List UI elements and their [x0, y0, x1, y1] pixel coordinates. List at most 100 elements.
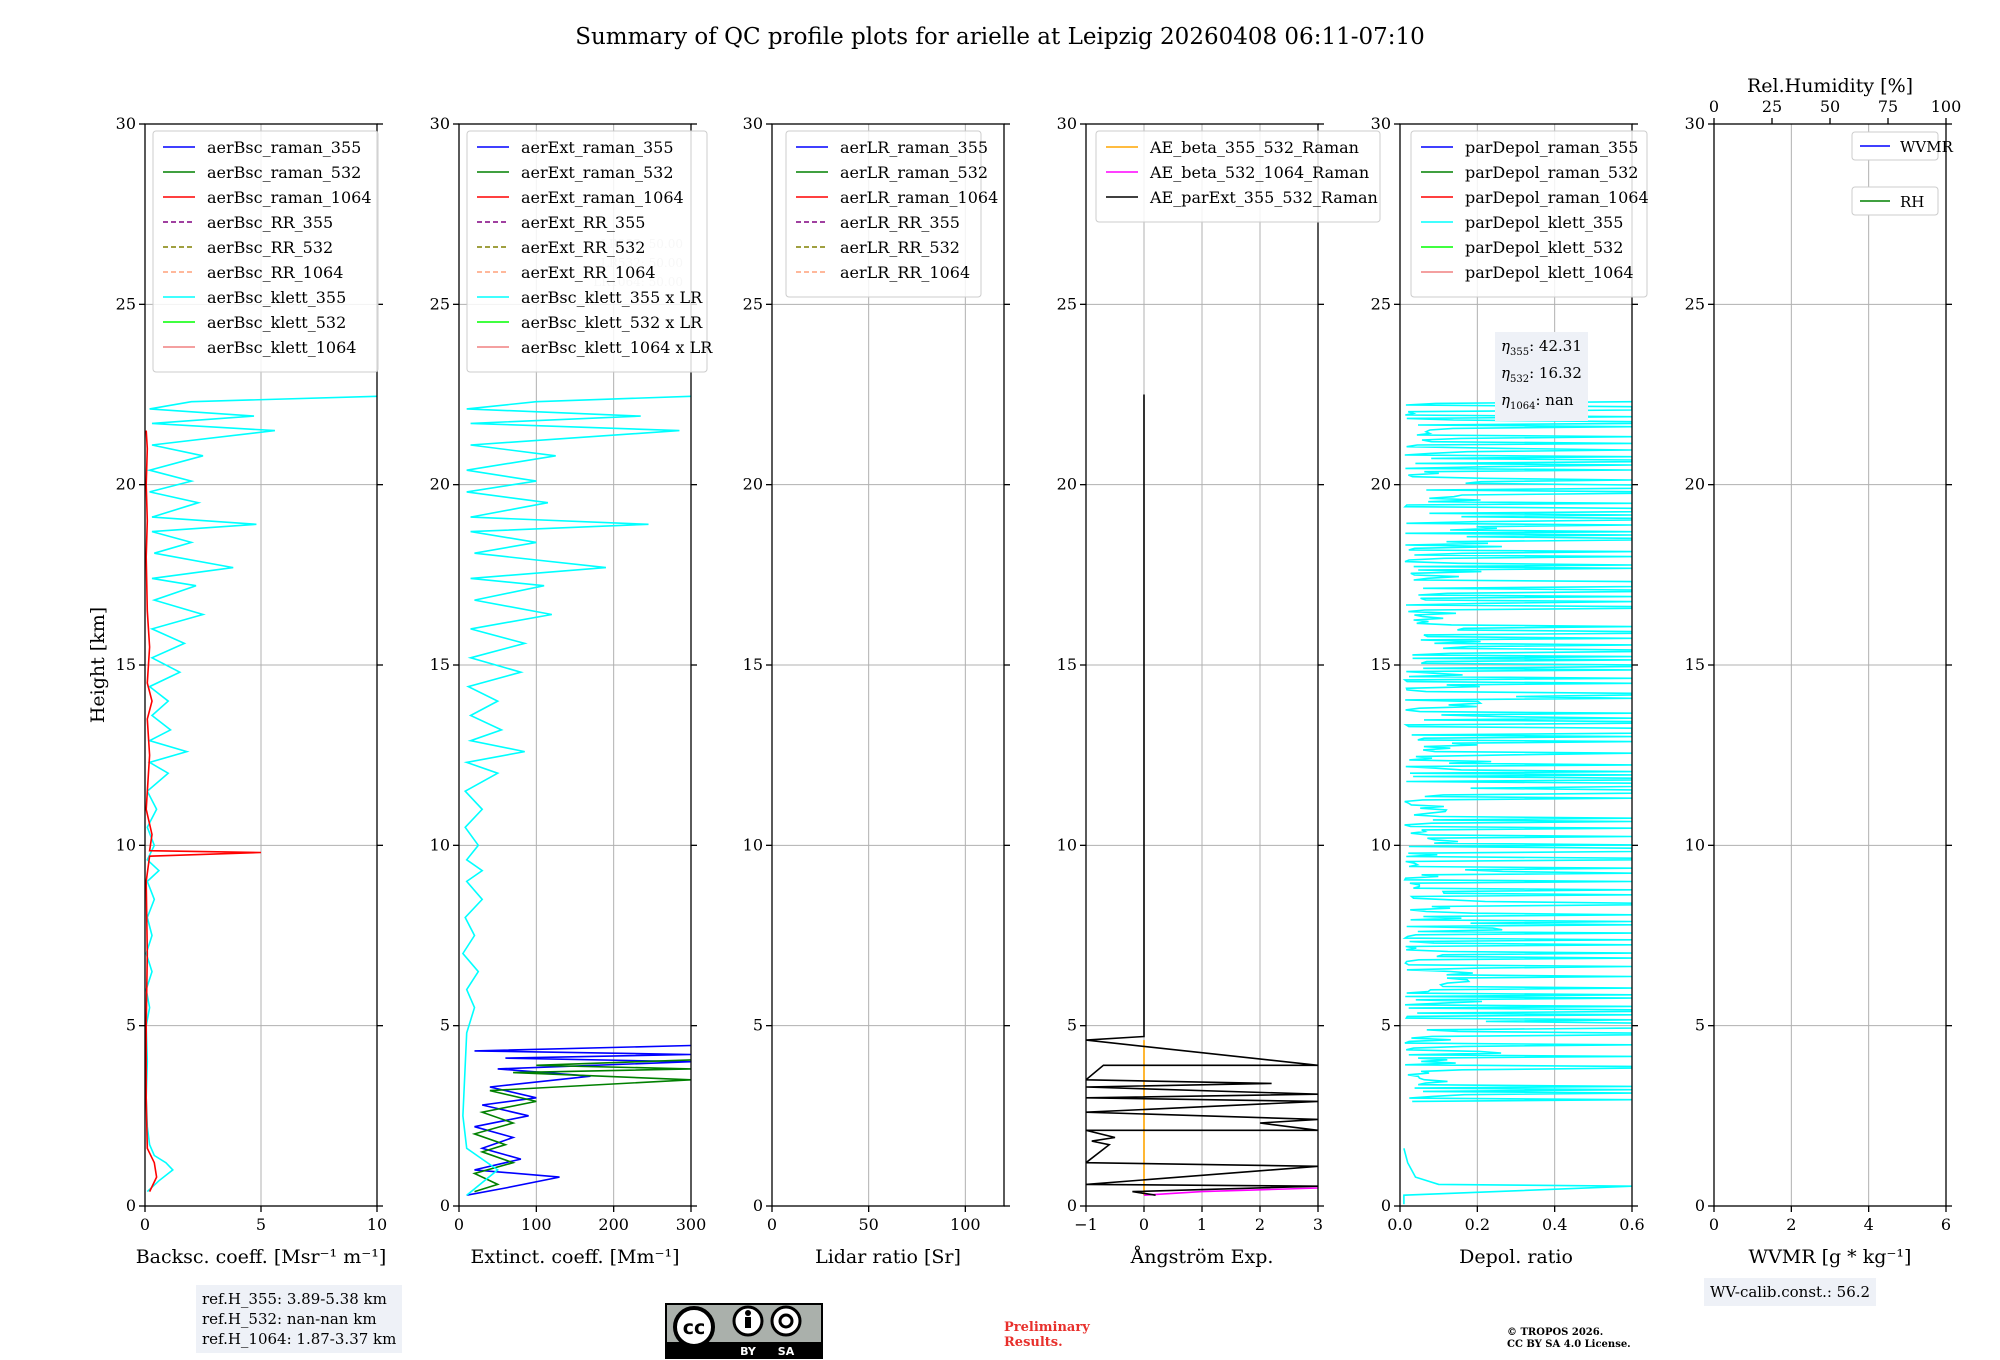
y-tick-label-depol: 20 [1371, 475, 1391, 494]
panel-depol: 0.0 0.2 0.4 0.6 0 5 10 15 20 25 30 Depol. ratio parD… [1371, 114, 1649, 1268]
wv-calibration-box: WV-calib.const.: 56.2 [1704, 1278, 1877, 1306]
legend-label-AE_beta_532_1064_Raman: AE_beta_532_1064_Raman [1149, 163, 1369, 182]
x-tick-label-ext: 200 [598, 1215, 629, 1234]
legend-label-aerLR_raman_355: aerLR_raman_355 [840, 138, 988, 157]
legend-label-aerBsc_klett_355: aerBsc_klett_355 [207, 288, 346, 307]
top-axis-label-wv: Rel.Humidity [%] [1747, 75, 1913, 97]
legend-label-aerLR_raman_532: aerLR_raman_532 [840, 163, 988, 182]
eta-box: η355: 42.31 η532: 16.32 η1064: nan [1495, 332, 1588, 421]
wv-calibration-text: WV-calib.const.: 56.2 [1710, 1283, 1871, 1301]
y-tick-label-wv: 5 [1695, 1016, 1705, 1035]
x-tick-label-wv: 0 [1709, 1215, 1719, 1234]
legend-label-aerBsc_raman_1064: aerBsc_raman_1064 [207, 188, 372, 207]
legend-label-RH: RH [1900, 193, 1924, 211]
x-tick-label-bsc: 5 [256, 1215, 266, 1234]
x-axis-label-lr: Lidar ratio [Sr] [815, 1246, 961, 1268]
x-tick-label-lr: 50 [858, 1215, 878, 1234]
legend-label-parDepol_raman_355: parDepol_raman_355 [1465, 138, 1638, 157]
top-tick-label-wv: 25 [1762, 97, 1782, 116]
preliminary-line-1: Preliminary [1004, 1320, 1090, 1335]
legend-label-parDepol_raman_532: parDepol_raman_532 [1465, 163, 1638, 182]
legend-label-aerBsc_klett_532 x LR: aerBsc_klett_532 x LR [521, 313, 703, 332]
legend-box-wv [1851, 131, 1939, 161]
x-tick-label-wv: 4 [1864, 1215, 1874, 1234]
panel-ext: 0 100 200 300 0 5 10 15 20 25 30 Extinct. coeff. [M… [430, 114, 714, 1268]
figure-title: Summary of QC profile plots for arielle … [575, 24, 1425, 50]
x-axis-label-wv: WVMR [g * kg⁻¹] [1749, 1246, 1912, 1268]
legend-box-depol [1410, 130, 1648, 298]
legend-label-aerBsc_raman_355: aerBsc_raman_355 [207, 138, 361, 157]
copyright-line-1: © TROPOS 2026. [1507, 1327, 1604, 1338]
y-tick-label-wv: 10 [1685, 835, 1705, 854]
ref-height-1064: ref.H_1064: 1.87-3.37 km [202, 1330, 397, 1348]
y-tick-label-bsc: 30 [116, 114, 136, 133]
legend-box-lr [785, 130, 982, 298]
x-tick-label-lr: 0 [767, 1215, 777, 1234]
x-tick-label-lr: 100 [950, 1215, 981, 1234]
y-tick-label-ae: 0 [1067, 1196, 1077, 1215]
legend-label-aerBsc_klett_1064 x LR: aerBsc_klett_1064 x LR [521, 338, 713, 357]
eta-532: η532: 16.32 [1501, 364, 1582, 385]
y-tick-label-ext: 0 [440, 1196, 450, 1215]
series-AE_beta_532_1064_Raman [1143, 1187, 1318, 1196]
series-aerBsc_raman_1064 [145, 430, 262, 1192]
legend-box-ae [1095, 130, 1381, 223]
eta-355: η355: 42.31 [1501, 337, 1582, 358]
panel-wv: 0 2 4 6 0 5 10 15 20 25 30 WVMR [g * kg⁻¹] 0 25 50 75 10… [1685, 75, 1962, 1268]
y-tick-label-ae: 25 [1057, 294, 1077, 313]
y-tick-label-wv: 20 [1685, 475, 1705, 494]
x-tick-label-ext: 0 [454, 1215, 464, 1234]
legend-label-aerLR_RR_355: aerLR_RR_355 [840, 213, 960, 232]
x-tick-label-ae: 3 [1313, 1215, 1323, 1234]
legend-label-parDepol_klett_355: parDepol_klett_355 [1465, 213, 1623, 232]
reference-height-box: ref.H_355: 3.89-5.38 km ref.H_532: nan-n… [196, 1285, 403, 1353]
x-tick-label-wv: 2 [1786, 1215, 1796, 1234]
x-axis-label-depol: Depol. ratio [1459, 1246, 1573, 1268]
panel-lr: 0 50 100 0 5 10 15 20 25 30 Lidar ratio [Sr] aerLR_… [743, 114, 1010, 1268]
preliminary-line-2: Results. [1004, 1335, 1063, 1350]
y-tick-label-ae: 20 [1057, 475, 1077, 494]
legend-label-aerBsc_klett_355 x LR: aerBsc_klett_355 x LR [521, 288, 703, 307]
series-band-parDepol_klett_355 [1402, 400, 1632, 1103]
y-tick-label-depol: 15 [1371, 655, 1391, 674]
y-tick-label-lr: 0 [753, 1196, 763, 1215]
y-tick-label-lr: 25 [743, 294, 763, 313]
legend-label-aerBsc_RR_1064: aerBsc_RR_1064 [207, 263, 343, 282]
ref-height-532: ref.H_532: nan-nan km [202, 1310, 377, 1328]
y-tick-label-bsc: 20 [116, 475, 136, 494]
legend-label-aerLR_RR_1064: aerLR_RR_1064 [840, 263, 970, 282]
legend-label-AE_parExt_355_532_Raman: AE_parExt_355_532_Raman [1149, 188, 1378, 207]
y-tick-label-wv: 25 [1685, 294, 1705, 313]
y-tick-label-ext: 20 [430, 475, 450, 494]
series-aerBsc_klett_355 x LR [461, 395, 691, 1196]
by-text: BY [740, 1345, 757, 1358]
x-tick-label-bsc: 10 [367, 1215, 387, 1234]
y-tick-label-ext: 15 [430, 655, 450, 674]
legend-label-aerExt_RR_355: aerExt_RR_355 [521, 213, 645, 232]
y-tick-label-ext: 25 [430, 294, 450, 313]
legend-label-aerLR_RR_532: aerLR_RR_532 [840, 238, 960, 257]
legend-box-ext [466, 130, 708, 373]
y-tick-label-ae: 5 [1067, 1016, 1077, 1035]
x-tick-label-depol: 0.4 [1542, 1215, 1567, 1234]
y-tick-label-wv: 15 [1685, 655, 1705, 674]
y-tick-label-bsc: 15 [116, 655, 136, 674]
y-tick-label-depol: 5 [1381, 1016, 1391, 1035]
x-tick-label-ae: 0 [1139, 1215, 1149, 1234]
y-tick-label-bsc: 0 [126, 1196, 136, 1215]
x-tick-label-ae: 1 [1197, 1215, 1207, 1234]
cc-license-badge: cc BY SA [665, 1303, 823, 1359]
legend-label-aerExt_raman_1064: aerExt_raman_1064 [521, 188, 684, 207]
top-tick-label-wv: 0 [1709, 97, 1719, 116]
eta-1064: η1064: nan [1501, 391, 1574, 412]
legend-box-wv [1851, 186, 1939, 216]
y-tick-label-wv: 0 [1695, 1196, 1705, 1215]
sa-icon [770, 1305, 802, 1337]
series-aerExt_raman_355 [466, 1044, 691, 1196]
x-tick-label-depol: 0.6 [1619, 1215, 1644, 1234]
y-tick-label-ext: 30 [430, 114, 450, 133]
legend-label-aerExt_RR_532: aerExt_RR_532 [521, 238, 645, 257]
x-tick-label-ae: −1 [1074, 1215, 1098, 1234]
x-axis-label-ext: Extinct. coeff. [Mm⁻¹] [470, 1246, 679, 1268]
